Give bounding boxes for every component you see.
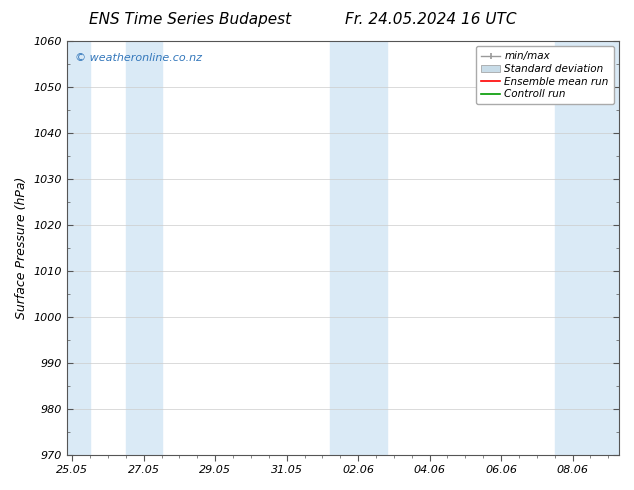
Bar	[67, 41, 90, 455]
Text: © weatheronline.co.nz: © weatheronline.co.nz	[75, 53, 202, 64]
Bar	[126, 41, 162, 455]
Bar	[555, 41, 619, 455]
Text: Fr. 24.05.2024 16 UTC: Fr. 24.05.2024 16 UTC	[346, 12, 517, 27]
Text: ENS Time Series Budapest: ENS Time Series Budapest	[89, 12, 291, 27]
Legend: min/max, Standard deviation, Ensemble mean run, Controll run: min/max, Standard deviation, Ensemble me…	[476, 46, 614, 104]
Y-axis label: Surface Pressure (hPa): Surface Pressure (hPa)	[15, 176, 28, 319]
Bar	[330, 41, 387, 455]
